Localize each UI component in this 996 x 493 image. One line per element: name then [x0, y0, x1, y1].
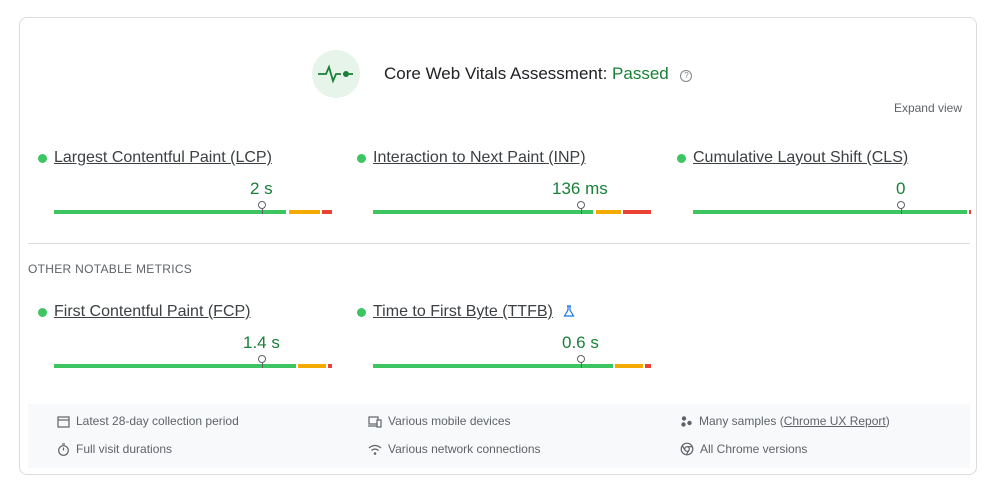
good-status-dot — [357, 154, 366, 163]
metric-value: 136 ms — [552, 179, 608, 198]
good-segment — [373, 364, 613, 368]
percentile-marker — [258, 355, 266, 363]
metric-name-link[interactable]: Time to First Byte (TTFB) — [373, 303, 553, 320]
durations-text: Full visit durations — [76, 442, 173, 456]
needs-improvement-segment — [615, 364, 643, 368]
good-status-dot — [38, 308, 47, 317]
help-icon[interactable]: ? — [680, 70, 693, 82]
good-status-dot — [357, 308, 366, 317]
assessment-badge — [312, 50, 360, 98]
percentile-marker — [258, 201, 266, 209]
metric-name-link[interactable]: Largest Contentful Paint (LCP) — [54, 149, 272, 166]
footer-network: Various network connections — [368, 442, 541, 456]
percentile-marker — [577, 201, 585, 209]
percentile-marker-line — [581, 361, 582, 368]
footer-devices: Various mobile devices — [368, 414, 511, 428]
poor-segment — [623, 210, 651, 214]
percentile-marker — [577, 355, 585, 363]
wifi-icon — [368, 444, 382, 455]
needs-improvement-segment — [596, 210, 621, 214]
metric-value: 0.6 s — [562, 333, 599, 352]
metric-lcp: Largest Contentful Paint (LCP) 2 s — [38, 149, 332, 219]
pulse-icon — [318, 64, 353, 84]
devices-text: Various mobile devices — [388, 414, 511, 428]
metric-fcp: First Contentful Paint (FCP) 1.4 s — [38, 303, 332, 373]
distribution-bar — [693, 201, 971, 214]
metric-inp: Interaction to Next Paint (INP) 136 ms — [357, 149, 651, 219]
metric-name-link[interactable]: Interaction to Next Paint (INP) — [373, 149, 586, 166]
assessment-title: Core Web Vitals Assessment: Passed ? — [384, 64, 693, 84]
metric-name-link[interactable]: First Contentful Paint (FCP) — [54, 303, 251, 320]
percentile-marker-line — [262, 361, 263, 368]
footer-durations: Full visit durations — [57, 442, 172, 456]
section-divider — [28, 243, 970, 244]
good-segment — [54, 364, 296, 368]
samples-prefix: Many samples ( — [699, 414, 784, 428]
distribution-bar — [373, 355, 651, 368]
metric-value: 1.4 s — [243, 333, 280, 352]
devices-icon — [368, 415, 382, 428]
chrome-ux-report-link[interactable]: Chrome UX Report — [783, 414, 886, 428]
metric-ttfb: Time to First Byte (TTFB) 0.6 s — [357, 303, 651, 373]
distribution-bar — [373, 201, 651, 214]
metric-name-link[interactable]: Cumulative Layout Shift (CLS) — [693, 149, 909, 166]
core-web-vitals-card — [19, 17, 977, 475]
expand-view-link[interactable]: Expand view — [893, 101, 962, 115]
percentile-marker-line — [901, 207, 902, 214]
calendar-icon — [57, 415, 70, 428]
network-text: Various network connections — [388, 442, 541, 456]
needs-improvement-segment — [298, 364, 326, 368]
metric-cls: Cumulative Layout Shift (CLS) 0 — [677, 149, 971, 219]
chrome-icon — [680, 442, 694, 456]
chrome-versions-text: All Chrome versions — [700, 442, 808, 456]
percentile-marker — [897, 201, 905, 209]
poor-segment — [322, 210, 332, 214]
poor-segment — [328, 364, 332, 368]
footer-collection-period: Latest 28-day collection period — [57, 414, 239, 428]
samples-icon — [681, 415, 692, 427]
poor-segment — [969, 210, 971, 214]
needs-improvement-segment — [289, 210, 320, 214]
good-segment — [693, 210, 967, 214]
poor-segment — [645, 364, 651, 368]
footer-samples: Many samples (Chrome UX Report) — [680, 414, 890, 428]
good-status-dot — [677, 154, 686, 163]
metric-value: 2 s — [250, 179, 273, 198]
percentile-marker-line — [581, 207, 582, 214]
good-segment — [373, 210, 593, 214]
distribution-bar — [54, 355, 332, 368]
samples-suffix: ) — [885, 414, 890, 428]
collection-period-text: Latest 28-day collection period — [76, 414, 239, 428]
distribution-bar — [54, 201, 332, 214]
metric-value: 0 — [896, 179, 906, 198]
assessment-status: Passed — [612, 64, 669, 83]
percentile-marker-line — [262, 207, 263, 214]
footer-chrome-versions: All Chrome versions — [680, 442, 807, 456]
stopwatch-icon — [58, 442, 69, 456]
good-status-dot — [38, 154, 47, 163]
flask-icon — [563, 305, 575, 317]
other-metrics-heading: OTHER NOTABLE METRICS — [28, 262, 193, 276]
data-source-footer — [28, 404, 970, 468]
good-segment — [54, 210, 286, 214]
assessment-label: Core Web Vitals Assessment: — [384, 64, 608, 83]
